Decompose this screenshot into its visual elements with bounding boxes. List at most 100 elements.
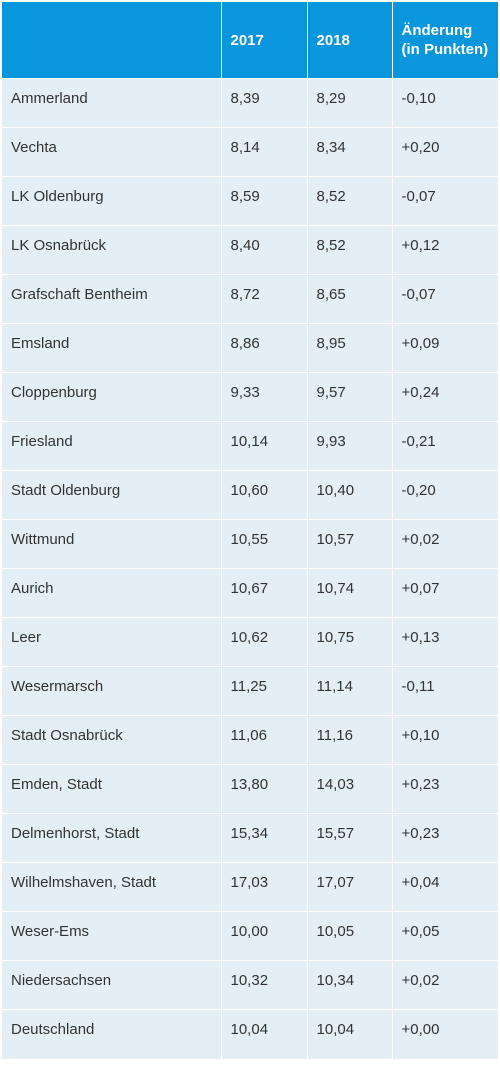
cell-2017: 10,00 — [221, 911, 308, 961]
table-row: Wesermarsch 11,25 11,14 -0,11 — [2, 666, 498, 716]
cell-2018: 10,34 — [307, 960, 393, 1010]
cell-2018: 11,14 — [307, 666, 393, 716]
cell-2018: 15,57 — [307, 813, 393, 863]
cell-change: +0,09 — [392, 323, 498, 373]
cell-region: Vechta — [2, 127, 222, 177]
cell-2018: 10,05 — [307, 911, 393, 961]
cell-change: +0,02 — [392, 519, 498, 569]
cell-region: Ammerland — [2, 78, 222, 128]
cell-change: -0,10 — [392, 78, 498, 128]
cell-change: +0,23 — [392, 764, 498, 814]
cell-change: -0,11 — [392, 666, 498, 716]
table-row: Stadt Oldenburg 10,60 10,40 -0,20 — [2, 470, 498, 520]
table-row: Friesland 10,14 9,93 -0,21 — [2, 421, 498, 471]
table-row: Wilhelmshaven, Stadt 17,03 17,07 +0,04 — [2, 862, 498, 912]
table-row: Stadt Osnabrück 11,06 11,16 +0,10 — [2, 715, 498, 765]
cell-2018: 8,29 — [307, 78, 393, 128]
cell-2018: 9,57 — [307, 372, 393, 422]
table-row: Vechta 8,14 8,34 +0,20 — [2, 127, 498, 177]
cell-2018: 8,65 — [307, 274, 393, 324]
cell-change: -0,20 — [392, 470, 498, 520]
cell-region: Emden, Stadt — [2, 764, 222, 814]
cell-2017: 11,06 — [221, 715, 308, 765]
table-row: Deutschland 10,04 10,04 +0,00 — [2, 1009, 498, 1059]
cell-2017: 10,14 — [221, 421, 308, 471]
cell-2018: 8,95 — [307, 323, 393, 373]
cell-2018: 9,93 — [307, 421, 393, 471]
cell-2017: 10,67 — [221, 568, 308, 618]
cell-change: -0,07 — [392, 176, 498, 226]
table-row: Delmenhorst, Stadt 15,34 15,57 +0,23 — [2, 813, 498, 863]
cell-change: +0,07 — [392, 568, 498, 618]
cell-change: +0,20 — [392, 127, 498, 177]
cell-2018: 10,75 — [307, 617, 393, 667]
table-row: Emden, Stadt 13,80 14,03 +0,23 — [2, 764, 498, 814]
table-row: Aurich 10,67 10,74 +0,07 — [2, 568, 498, 618]
table-row: Leer 10,62 10,75 +0,13 — [2, 617, 498, 667]
cell-region: Deutschland — [2, 1009, 222, 1059]
cell-2018: 17,07 — [307, 862, 393, 912]
cell-change: +0,10 — [392, 715, 498, 765]
cell-2017: 10,04 — [221, 1009, 308, 1059]
cell-change: -0,07 — [392, 274, 498, 324]
table-row: Emsland 8,86 8,95 +0,09 — [2, 323, 498, 373]
data-table-container: 2017 2018 Änderung (in Punkten) Ammerlan… — [2, 2, 498, 1059]
cell-region: Weser-Ems — [2, 911, 222, 961]
cell-2018: 8,52 — [307, 225, 393, 275]
cell-2018: 10,74 — [307, 568, 393, 618]
cell-region: Delmenhorst, Stadt — [2, 813, 222, 863]
cell-region: LK Osnabrück — [2, 225, 222, 275]
cell-region: Wesermarsch — [2, 666, 222, 716]
cell-region: Friesland — [2, 421, 222, 471]
cell-region: Aurich — [2, 568, 222, 618]
table-row: Grafschaft Bentheim 8,72 8,65 -0,07 — [2, 274, 498, 324]
table-header-row: 2017 2018 Änderung (in Punkten) — [2, 2, 498, 79]
cell-change: +0,13 — [392, 617, 498, 667]
cell-2018: 10,04 — [307, 1009, 393, 1059]
cell-2017: 11,25 — [221, 666, 308, 716]
cell-2018: 11,16 — [307, 715, 393, 765]
header-2018: 2018 — [307, 2, 393, 79]
cell-2018: 14,03 — [307, 764, 393, 814]
cell-2017: 8,14 — [221, 127, 308, 177]
cell-2018: 10,57 — [307, 519, 393, 569]
cell-change: +0,24 — [392, 372, 498, 422]
cell-change: +0,23 — [392, 813, 498, 863]
table-row: LK Oldenburg 8,59 8,52 -0,07 — [2, 176, 498, 226]
table-row: Ammerland 8,39 8,29 -0,10 — [2, 78, 498, 128]
cell-region: Stadt Osnabrück — [2, 715, 222, 765]
header-region — [2, 2, 222, 79]
cell-change: +0,04 — [392, 862, 498, 912]
cell-2017: 10,32 — [221, 960, 308, 1010]
cell-region: LK Oldenburg — [2, 176, 222, 226]
table-row: Niedersachsen 10,32 10,34 +0,02 — [2, 960, 498, 1010]
cell-2017: 10,62 — [221, 617, 308, 667]
cell-2017: 8,86 — [221, 323, 308, 373]
cell-change: +0,00 — [392, 1009, 498, 1059]
cell-2017: 8,39 — [221, 78, 308, 128]
cell-2017: 10,55 — [221, 519, 308, 569]
cell-2017: 8,59 — [221, 176, 308, 226]
cell-region: Leer — [2, 617, 222, 667]
cell-region: Wilhelmshaven, Stadt — [2, 862, 222, 912]
header-2017: 2017 — [221, 2, 308, 79]
cell-region: Emsland — [2, 323, 222, 373]
cell-2018: 8,52 — [307, 176, 393, 226]
header-change: Änderung (in Punkten) — [392, 2, 498, 79]
cell-2018: 10,40 — [307, 470, 393, 520]
table-row: Wittmund 10,55 10,57 +0,02 — [2, 519, 498, 569]
table-row: LK Osnabrück 8,40 8,52 +0,12 — [2, 225, 498, 275]
cell-2017: 15,34 — [221, 813, 308, 863]
cell-2017: 8,40 — [221, 225, 308, 275]
cell-change: +0,05 — [392, 911, 498, 961]
table-row: Weser-Ems 10,00 10,05 +0,05 — [2, 911, 498, 961]
cell-change: -0,21 — [392, 421, 498, 471]
cell-region: Cloppenburg — [2, 372, 222, 422]
cell-change: +0,02 — [392, 960, 498, 1010]
cell-2017: 9,33 — [221, 372, 308, 422]
table-row: Cloppenburg 9,33 9,57 +0,24 — [2, 372, 498, 422]
table-body: Ammerland 8,39 8,29 -0,10 Vechta 8,14 8,34 +0,2… — [2, 78, 498, 1059]
cell-2017: 13,80 — [221, 764, 308, 814]
cell-region: Wittmund — [2, 519, 222, 569]
cell-2018: 8,34 — [307, 127, 393, 177]
